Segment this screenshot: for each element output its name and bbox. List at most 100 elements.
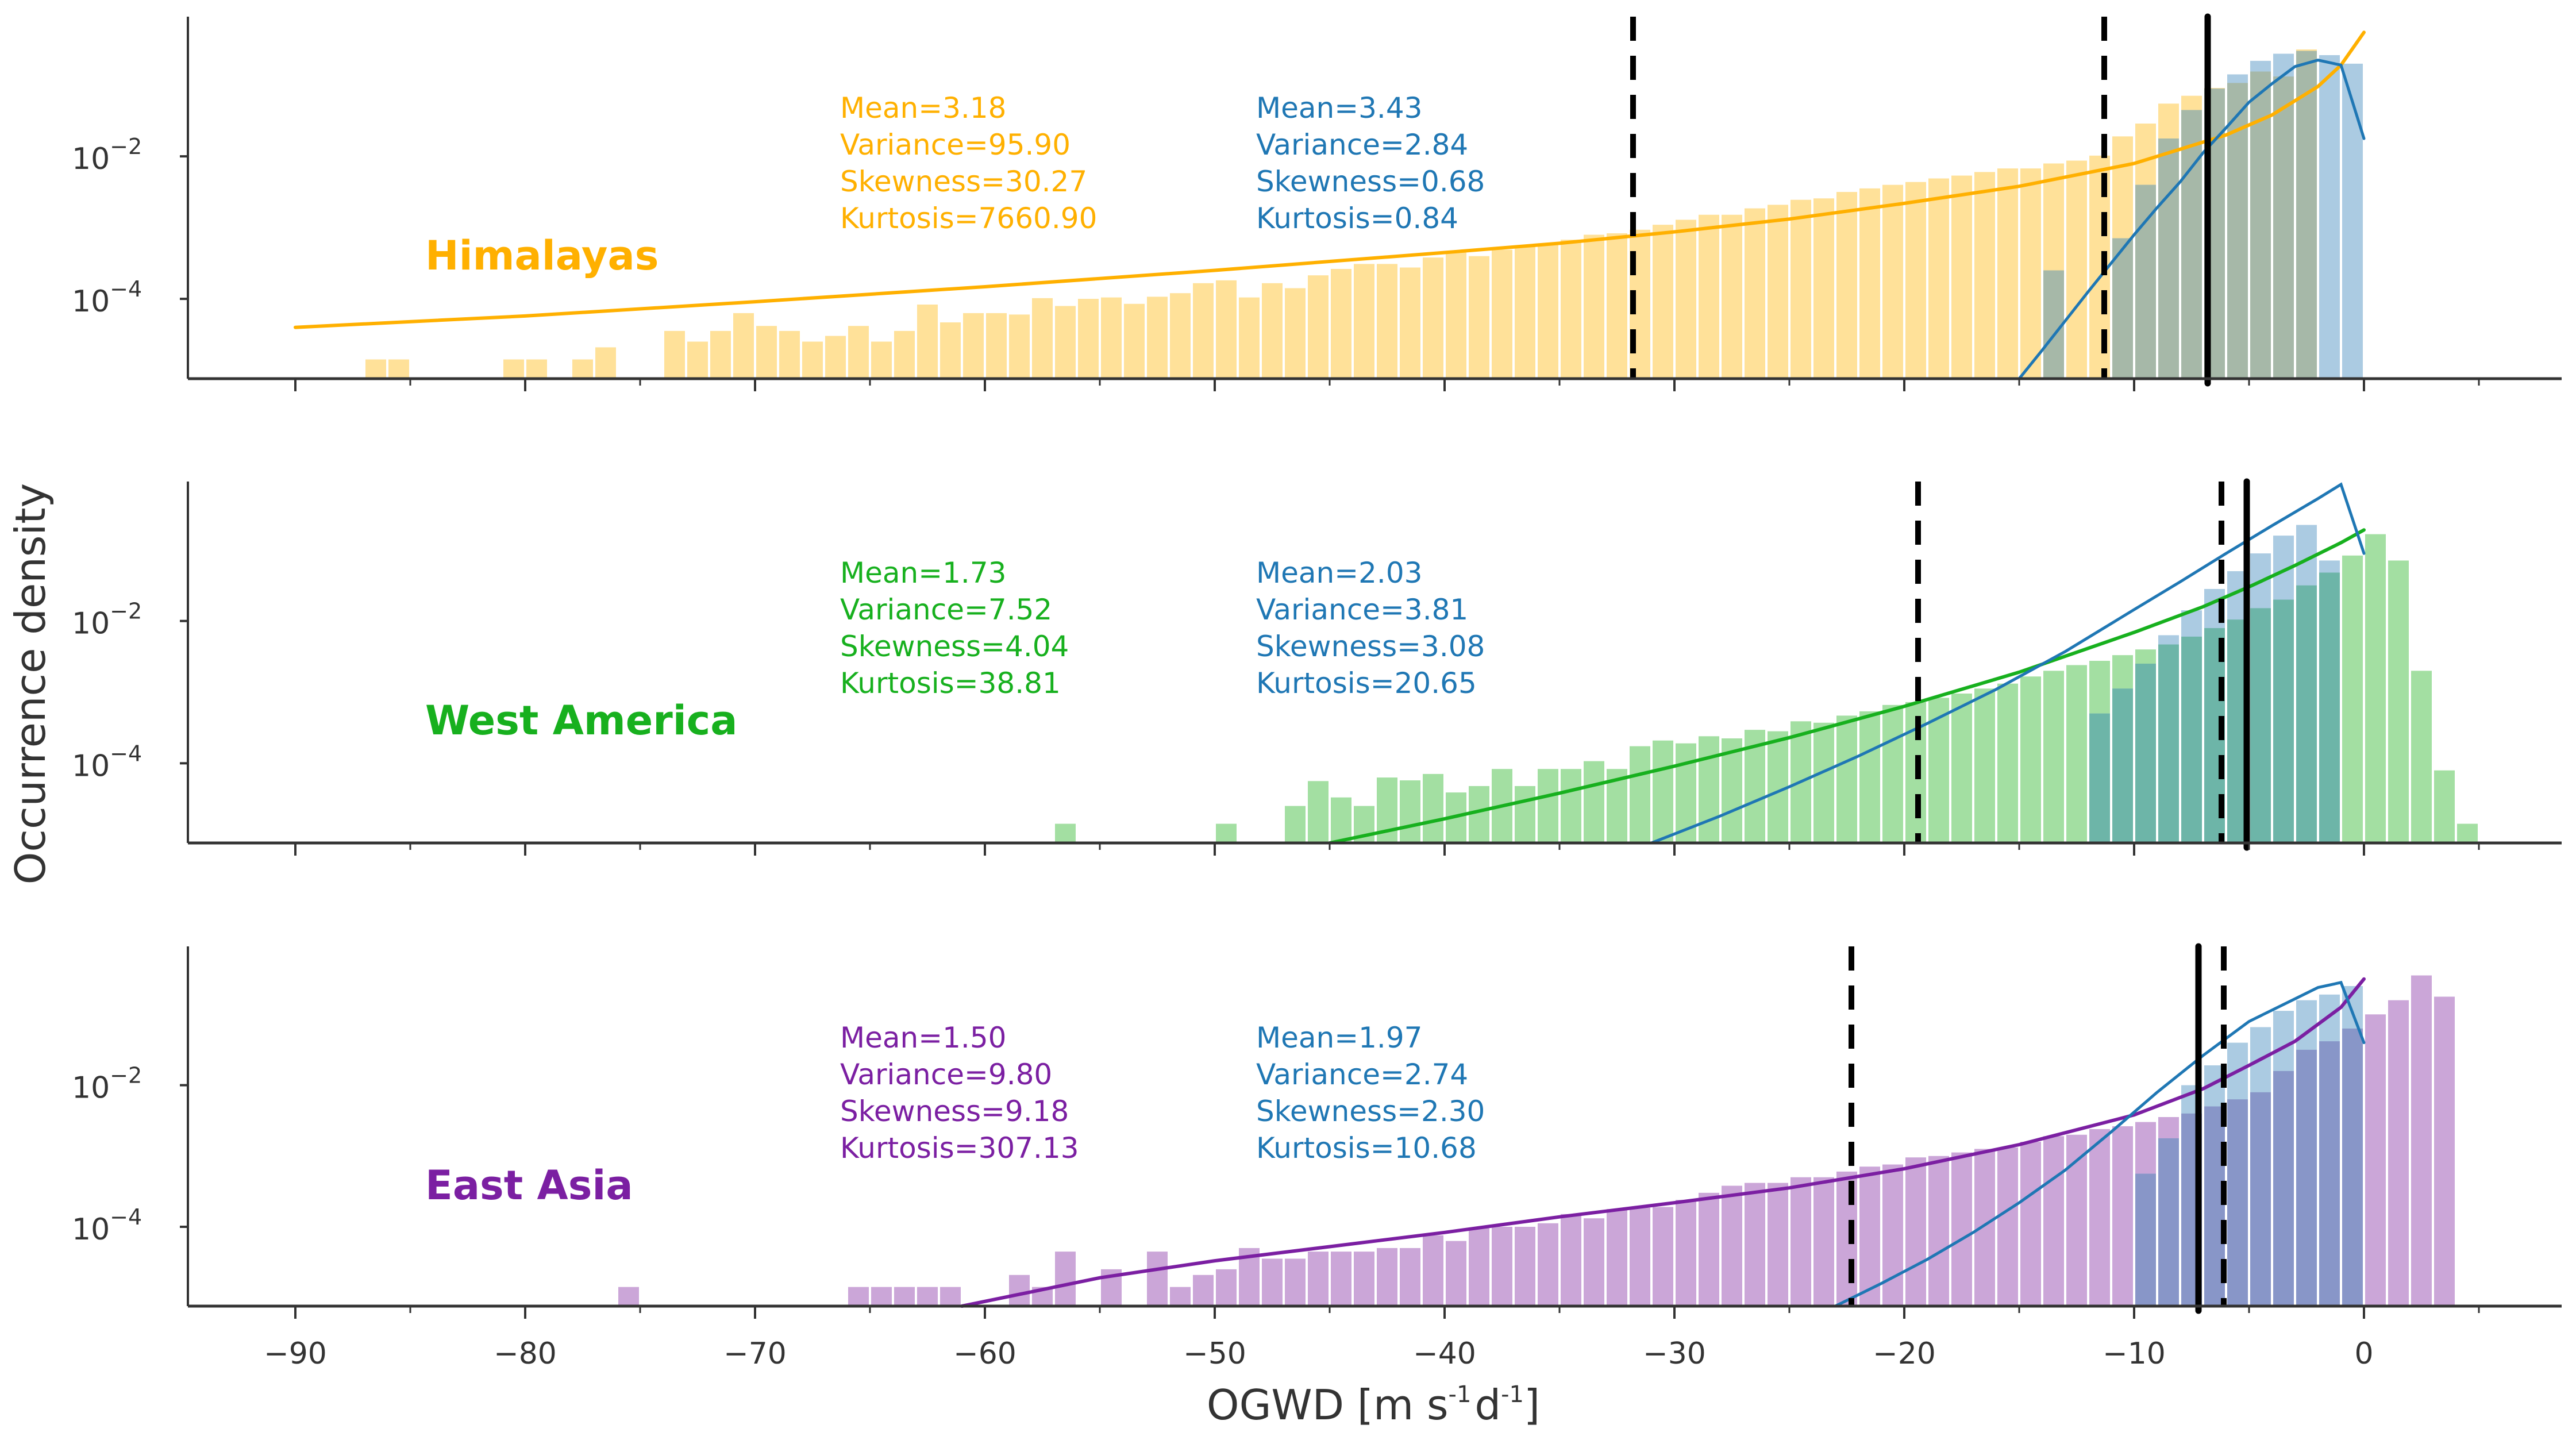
y-tick-label-exponent: −2 (110, 1063, 142, 1088)
region-histogram-bar (1354, 1252, 1374, 1306)
region-histogram-bar (2434, 770, 2455, 843)
y-tick-label-base: 10 (72, 284, 110, 319)
reference-histogram-bar (2342, 63, 2363, 379)
region-histogram-bar (1997, 683, 2018, 843)
region-histogram-bar (2388, 560, 2409, 843)
y-tick-label: 10−4 (72, 1204, 142, 1247)
region-histogram-bar (1538, 1223, 1558, 1306)
region-histogram-bar (1538, 243, 1558, 379)
region-histogram-bar (1745, 1183, 1765, 1306)
overlap-histogram-bar (2250, 608, 2271, 843)
region-histogram-bar (1446, 1241, 1466, 1306)
region-histogram-bar (1469, 256, 1489, 379)
region-histogram-bar (2112, 1126, 2133, 1306)
y-tick-label-exponent: −4 (110, 1204, 142, 1230)
region-histogram-bar (1676, 220, 1696, 379)
region-fit-curve (294, 30, 2366, 329)
reference-fit-curve (2017, 59, 2366, 380)
y-tick-label-base: 10 (72, 1212, 110, 1247)
reference-stat-variance: Variance=2.74 (1256, 1058, 1468, 1091)
region-histogram-bar (526, 359, 547, 379)
region-histogram-bar (595, 347, 616, 379)
reference-fit-curve (1650, 482, 2366, 845)
region-histogram-bar (1882, 1164, 1903, 1306)
region-histogram-bar (1928, 698, 1949, 843)
y-tick-label-base: 10 (72, 1071, 110, 1106)
region-histogram-bar (940, 322, 961, 379)
region-histogram-bar (1055, 1252, 1076, 1306)
region-histogram-bar (2411, 975, 2432, 1306)
y-axis-label: Occurrence density (6, 483, 55, 885)
region-histogram-bar (1607, 233, 1627, 379)
region-stat-kurtosis: Kurtosis=38.81 (840, 667, 1061, 700)
x-tick-label: −70 (723, 1337, 787, 1371)
region-histogram-bar (1423, 1235, 1443, 1306)
region-histogram-bar (1928, 178, 1949, 379)
region-histogram-bar (1308, 1252, 1329, 1306)
region-histogram-bar (1515, 246, 1535, 379)
region-histogram-bar (986, 313, 1007, 379)
region-stat-mean: Mean=1.50 (840, 1021, 1006, 1054)
region-histogram-bar (1791, 199, 1811, 379)
region-stat-skewness: Skewness=9.18 (840, 1095, 1069, 1128)
region-histogram-bar (1607, 1209, 1627, 1306)
region-histogram-bar (1193, 283, 1214, 379)
region-histogram-bar (1722, 214, 1742, 379)
overlap-histogram-bar (2135, 663, 2156, 843)
overlap-histogram-bar (2296, 1049, 2317, 1306)
y-tick-label: 10−2 (72, 1063, 142, 1106)
region-histogram-bar (1469, 1228, 1489, 1306)
region-histogram-bar (871, 1287, 892, 1306)
region-histogram-bar (503, 359, 524, 379)
region-histogram-bar (1331, 1252, 1351, 1306)
y-tick-label: 10−4 (72, 276, 142, 319)
region-histogram-bar (1997, 1147, 2018, 1306)
region-histogram-bar (1515, 786, 1535, 843)
x-tick-label: −50 (1183, 1337, 1246, 1371)
region-histogram-bar (917, 305, 938, 379)
region-histogram-bar (917, 1287, 938, 1306)
region-stat-variance: Variance=9.80 (840, 1058, 1052, 1091)
x-axis-label: OGWD [m s-1d-1] (1207, 1381, 1540, 1429)
region-histogram-bar (1836, 192, 1857, 379)
region-stat-mean: Mean=3.18 (840, 91, 1006, 125)
reference-stat-kurtosis: Kurtosis=20.65 (1256, 667, 1477, 700)
region-histogram-bar (940, 1287, 961, 1306)
y-tick-label-base: 10 (72, 607, 110, 641)
overlap-histogram-bar (2158, 644, 2179, 843)
x-tick-label: −90 (264, 1337, 327, 1371)
region-histogram-bar (1859, 188, 1880, 379)
region-histogram-bar (963, 313, 984, 379)
x-tick-label: 0 (2354, 1337, 2373, 1371)
region-histogram-bar (802, 341, 823, 379)
reference-stat-variance: Variance=2.84 (1256, 128, 1468, 161)
region-histogram-bar (1400, 267, 1420, 379)
region-stat-variance: Variance=95.90 (840, 128, 1071, 161)
x-tick-label: −20 (1873, 1337, 1936, 1371)
region-histogram-bar (2089, 1129, 2110, 1306)
region-label: Himalayas (425, 232, 659, 279)
region-histogram-bar (1101, 297, 1122, 379)
region-histogram-bar (1584, 234, 1604, 379)
region-histogram-bar (779, 330, 800, 379)
overlap-histogram-bar (2135, 1173, 2156, 1306)
x-tick-label: −30 (1643, 1337, 1706, 1371)
region-stat-skewness: Skewness=4.04 (840, 630, 1069, 663)
reference-stat-kurtosis: Kurtosis=10.68 (1256, 1131, 1477, 1165)
reference-stat-kurtosis: Kurtosis=0.84 (1256, 202, 1458, 235)
y-tick-label: 10−4 (72, 741, 142, 783)
region-histogram-bar (1009, 1275, 1030, 1306)
region-histogram-bar (1055, 306, 1076, 379)
region-histogram-bar (1951, 693, 1972, 843)
reference-stat-mean: Mean=2.03 (1256, 556, 1422, 590)
x-tick-label: −80 (494, 1337, 557, 1371)
region-histogram-bar (2066, 665, 2087, 843)
x-axis-label-sup2: -1 (1501, 1381, 1524, 1408)
region-histogram-bar (1492, 1226, 1512, 1306)
region-histogram-bar (572, 359, 593, 379)
region-histogram-bar (1699, 1192, 1719, 1306)
region-stat-variance: Variance=7.52 (840, 593, 1052, 626)
region-histogram-bar (1974, 1149, 1995, 1306)
region-histogram-bar (1768, 205, 1788, 379)
